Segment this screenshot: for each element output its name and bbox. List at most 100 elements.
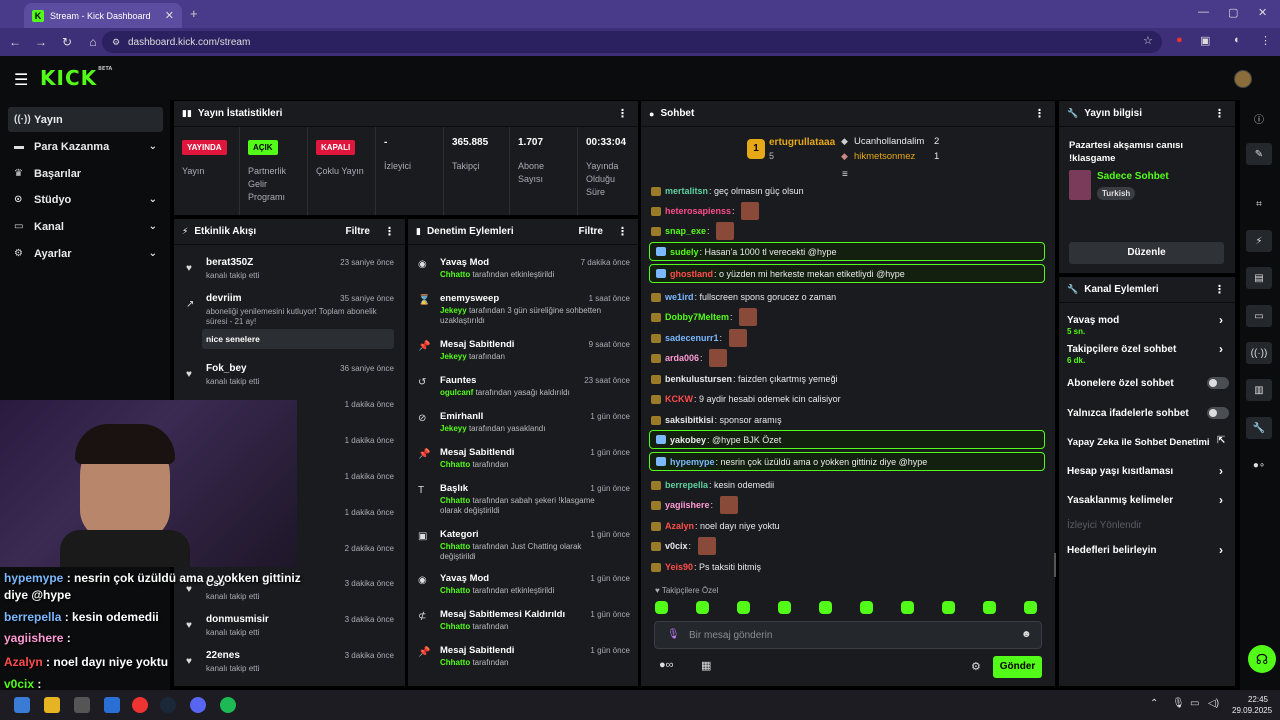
- collapse-icon[interactable]: ≡: [842, 169, 848, 180]
- chat-username[interactable]: we1ird: [665, 292, 694, 302]
- chat-username[interactable]: arda006: [665, 353, 700, 363]
- mod-actor[interactable]: Chhatto: [440, 270, 471, 279]
- more-options-icon[interactable]: ⋮: [1214, 284, 1225, 296]
- edit-button[interactable]: Düzenle: [1069, 242, 1224, 264]
- volume-icon[interactable]: ◁): [1208, 698, 1220, 709]
- mod-actor[interactable]: Jekeyy: [440, 352, 467, 361]
- chat-username[interactable]: KCKW: [665, 394, 693, 404]
- mod-actor[interactable]: Jekeyy: [440, 306, 467, 315]
- site-info-icon[interactable]: ⚙: [112, 36, 121, 47]
- bolt-icon[interactable]: ⚡: [1246, 230, 1272, 252]
- reload-icon[interactable]: ↻: [61, 35, 73, 49]
- emotes-only-toggle[interactable]: [1207, 407, 1229, 419]
- emote-button[interactable]: [819, 601, 832, 614]
- mod-actor[interactable]: Chhatto: [440, 586, 471, 595]
- outlook-icon[interactable]: [104, 697, 120, 713]
- emote-button[interactable]: [1024, 601, 1037, 614]
- discord-icon[interactable]: [190, 697, 206, 713]
- mod-actor[interactable]: Chhatto: [440, 460, 471, 469]
- moderation-icon[interactable]: ▥: [1246, 379, 1272, 401]
- browser-menu-icon[interactable]: ⋮: [1260, 35, 1271, 47]
- mod-actor[interactable]: Chhatto: [440, 542, 471, 551]
- bookmark-star-icon[interactable]: ☆: [1143, 35, 1153, 47]
- event-user[interactable]: Fok_bey: [206, 363, 247, 374]
- home-icon[interactable]: ⌂: [89, 35, 97, 49]
- chat-input[interactable]: 🎙 Bir mesaj gönderin ☻: [654, 621, 1042, 649]
- emote-button[interactable]: [655, 601, 668, 614]
- emote-button[interactable]: [778, 601, 791, 614]
- event-user[interactable]: donmusmisir: [206, 614, 269, 625]
- action-set-goals[interactable]: Hedefleri belirleyin ›: [1067, 543, 1223, 557]
- spotify-icon[interactable]: [220, 697, 236, 713]
- chat-username[interactable]: benkulustursen: [665, 374, 733, 384]
- sidebar-item-yayin[interactable]: ((·)) Yayın: [8, 107, 163, 132]
- close-tab-icon[interactable]: ✕: [164, 10, 174, 22]
- emote-button[interactable]: [983, 601, 996, 614]
- more-options-icon[interactable]: ⋮: [617, 108, 628, 120]
- new-tab-icon[interactable]: +: [190, 6, 198, 21]
- microphone-icon[interactable]: 🎙: [667, 629, 680, 640]
- clock[interactable]: 22:45 29.09.2025: [1232, 694, 1272, 716]
- maximize-icon[interactable]: ▢: [1228, 7, 1239, 19]
- chat-username[interactable]: mertalitsn: [665, 186, 709, 196]
- emote-button[interactable]: [942, 601, 955, 614]
- mod-actor[interactable]: Chhatto: [440, 496, 471, 505]
- event-user[interactable]: berat350Z: [206, 257, 254, 268]
- category-link[interactable]: Sadece Sohbet: [1097, 171, 1169, 182]
- action-slow-mode[interactable]: Yavaş mod 5 sn. ›: [1067, 313, 1223, 336]
- emote-button[interactable]: [860, 601, 873, 614]
- broadcast-icon[interactable]: ((·)): [1246, 342, 1272, 364]
- action-followers-only[interactable]: Takipçilere özel sohbet 6 dk. ›: [1067, 342, 1223, 365]
- emoji-icon[interactable]: ☻: [1021, 629, 1032, 640]
- event-user[interactable]: 22enes: [206, 650, 240, 661]
- mod-actor[interactable]: ogulcanf: [440, 388, 474, 397]
- event-user[interactable]: devriim: [206, 293, 242, 304]
- chat-username[interactable]: Dobby7Meltem: [665, 312, 730, 322]
- emote-button[interactable]: [737, 601, 750, 614]
- chat-icon[interactable]: ▭: [1246, 305, 1272, 327]
- chat-username[interactable]: ghostland: [670, 268, 713, 279]
- chat-username[interactable]: Azalyn: [665, 521, 695, 531]
- extensions-puzzle-icon[interactable]: ▣: [1200, 35, 1211, 47]
- emote-button[interactable]: [901, 601, 914, 614]
- community-icon[interactable]: ●∘: [1252, 459, 1266, 471]
- menu-icon[interactable]: ☰: [14, 72, 29, 89]
- sidebar-item-ayarlar[interactable]: ⚙ Ayarlar ⌄: [8, 241, 163, 266]
- microphone-icon[interactable]: 🎙: [1172, 698, 1185, 709]
- action-account-age[interactable]: Hesap yaşı kısıtlaması ›: [1067, 464, 1223, 478]
- chat-scrollbar[interactable]: [1054, 553, 1056, 577]
- windows-start-icon[interactable]: [14, 697, 30, 713]
- back-icon[interactable]: ←: [9, 35, 21, 49]
- url-field[interactable]: ⚙ dashboard.kick.com/stream: [102, 31, 1162, 53]
- leader-name[interactable]: hikmetsonmez: [854, 151, 916, 162]
- chat-username[interactable]: yakobey: [670, 434, 707, 445]
- sidebar-item-kanal[interactable]: ▭ Kanal ⌄: [8, 214, 163, 239]
- mod-actor[interactable]: Jekeyy: [440, 424, 467, 433]
- clipboard-icon[interactable]: ▤: [1246, 267, 1272, 289]
- filter-button[interactable]: Filtre: [578, 226, 603, 237]
- more-options-icon[interactable]: ⋮: [384, 226, 395, 238]
- kick-logo[interactable]: KICKBETA: [40, 66, 112, 90]
- chat-username[interactable]: Yeis90: [665, 562, 694, 572]
- leader-name[interactable]: Ucanhollandalim: [854, 136, 925, 147]
- community-icon[interactable]: ●∞: [659, 659, 674, 671]
- chat-username[interactable]: heterosapienss: [665, 206, 732, 216]
- action-ai-moderation[interactable]: Yapay Zeka ile Sohbet Denetimi ⇱: [1067, 435, 1225, 448]
- file-explorer-icon[interactable]: [44, 697, 60, 713]
- more-options-icon[interactable]: ⋮: [617, 226, 628, 238]
- chat-username[interactable]: snap_exe: [665, 226, 707, 236]
- tray-chevron-icon[interactable]: ⌃: [1150, 698, 1159, 709]
- minimize-icon[interactable]: —: [1198, 6, 1209, 18]
- store-icon[interactable]: ▦: [701, 660, 712, 672]
- wrench-icon[interactable]: 🔧: [1246, 417, 1272, 439]
- filter-button[interactable]: Filtre: [345, 226, 370, 237]
- layout-icon[interactable]: ⌗: [1256, 198, 1262, 210]
- info-icon[interactable]: ⓘ: [1254, 114, 1264, 126]
- steam-icon[interactable]: [160, 697, 176, 713]
- event-user[interactable]: Cso: [206, 578, 225, 589]
- chat-username[interactable]: yagiishere: [665, 500, 710, 510]
- chat-username[interactable]: saksibitkisi: [665, 415, 714, 425]
- send-button[interactable]: Gönder: [993, 656, 1042, 678]
- mod-actor[interactable]: Chhatto: [440, 658, 471, 667]
- more-options-icon[interactable]: ⋮: [1214, 108, 1225, 120]
